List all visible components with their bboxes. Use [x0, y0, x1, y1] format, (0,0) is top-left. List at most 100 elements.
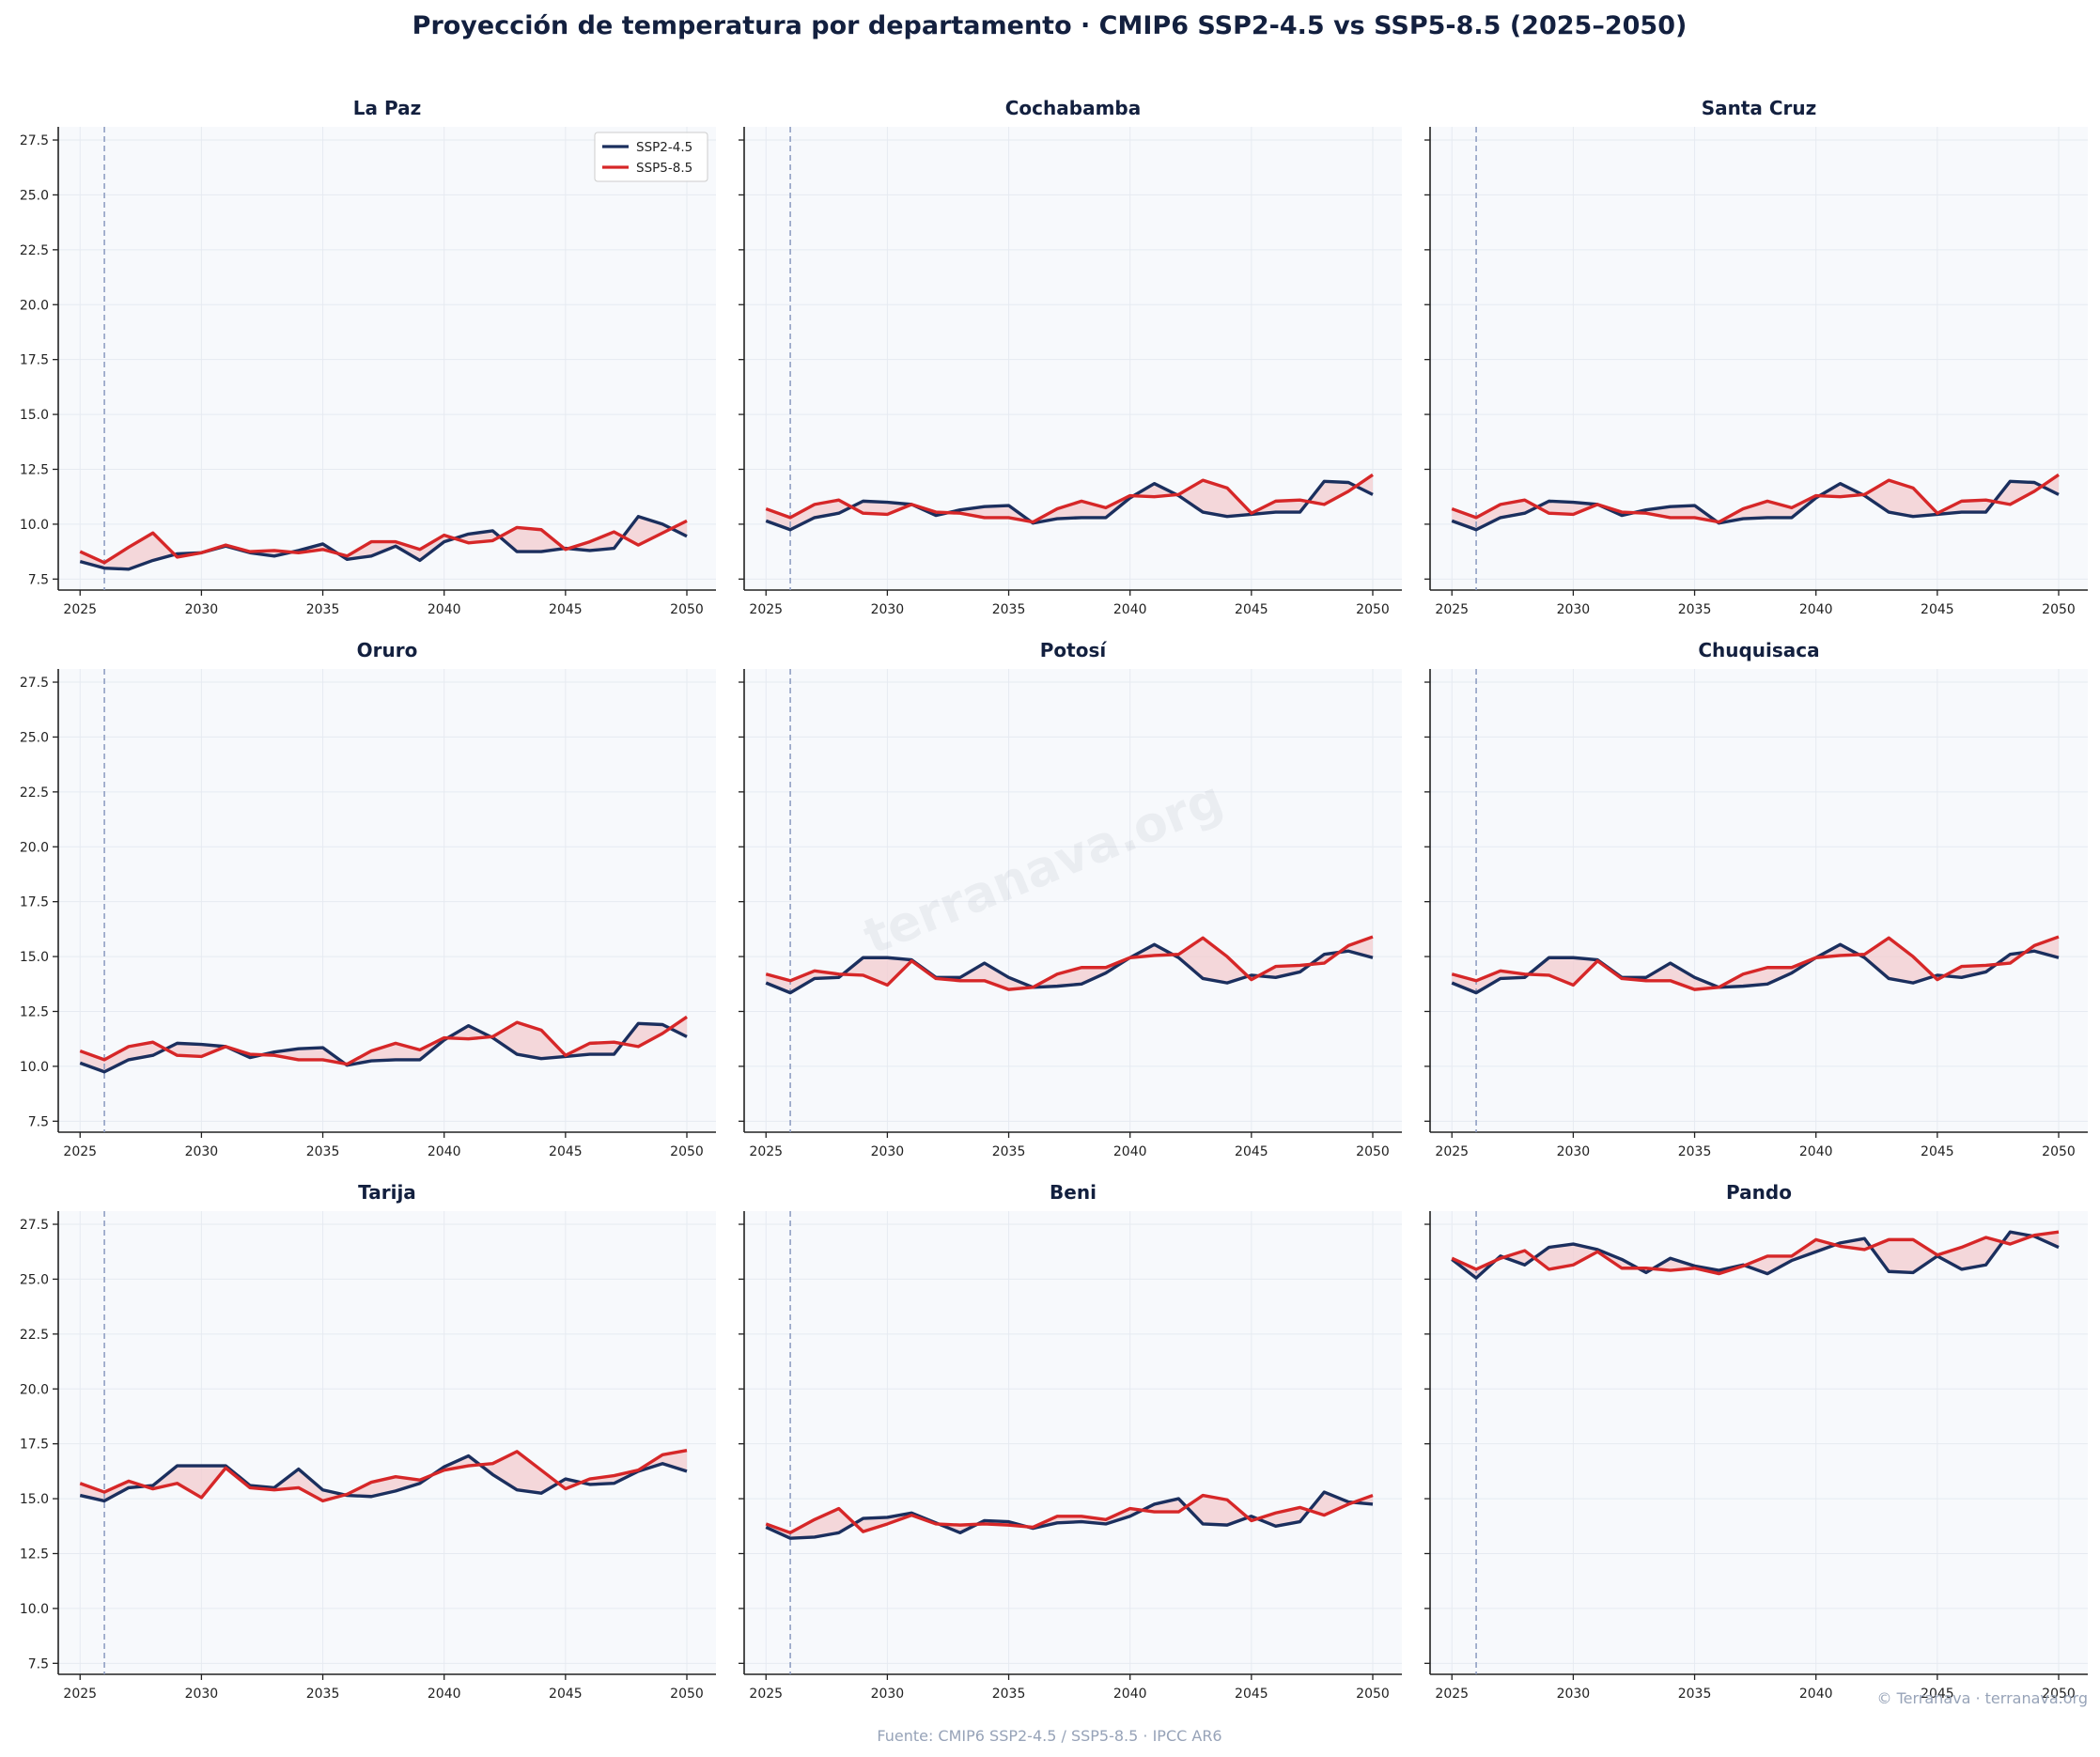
panel-background [1430, 127, 2088, 590]
series-line-ssp5-8-5 [765, 1493, 1374, 1535]
x-tick-label: 2030 [185, 602, 219, 617]
y-tick-label: 7.5 [28, 1656, 49, 1671]
y-tick-label: 7.5 [28, 1114, 49, 1129]
panel-title: Chuquisaca [1698, 639, 1819, 661]
panel-background [744, 127, 1402, 590]
y-tick-label: 17.5 [20, 895, 49, 910]
x-tick-label: 2045 [549, 602, 583, 617]
scenario-gap-fill [1452, 937, 2059, 993]
x-tick-label: 2045 [1235, 1144, 1268, 1159]
series-line-ssp2-4-5 [79, 1021, 688, 1074]
series-line-ssp5-8-5 [79, 1015, 688, 1066]
x-tick-label: 2035 [992, 602, 1026, 617]
x-tick-label: 2050 [1356, 1687, 1390, 1702]
panel-santa-cruz: 2025 2030 2035 2040 2045 2050 Santa Cruz [1424, 97, 2088, 617]
x-tick-label: 2040 [1799, 602, 1833, 617]
x-tick-label: 2025 [1435, 602, 1469, 617]
series-line-ssp5-8-5 [1451, 935, 2060, 991]
x-tick-label: 2030 [185, 1687, 219, 1702]
y-tick-label: 17.5 [20, 353, 49, 368]
source-footer: Fuente: CMIP6 SSP2-4.5 / SSP5-8.5 · IPCC… [877, 1727, 1221, 1745]
series-line-ssp2-4-5 [765, 1490, 1374, 1540]
x-tick-label: 2050 [1356, 602, 1390, 617]
x-tick-label: 2025 [749, 602, 783, 617]
y-tick-label: 20.0 [20, 298, 49, 313]
x-tick-label: 2050 [1356, 1144, 1390, 1159]
series-line-ssp2-4-5 [1451, 942, 2060, 995]
scenario-gap-fill [766, 474, 1373, 530]
x-tick-label: 2040 [1113, 1687, 1147, 1702]
x-tick-label: 2040 [428, 1687, 461, 1702]
y-tick-label: 25.0 [20, 188, 49, 203]
x-tick-label: 2050 [2042, 602, 2076, 617]
x-tick-label: 2050 [2042, 1144, 2076, 1159]
x-tick-label: 2045 [549, 1144, 583, 1159]
y-tick-label: 15.0 [20, 408, 49, 423]
series-line-ssp2-4-5 [765, 942, 1374, 995]
panel-background [744, 669, 1402, 1132]
panel-title: Oruro [357, 639, 418, 661]
y-tick-label: 10.0 [20, 1060, 49, 1075]
panel-background [58, 127, 716, 590]
series-line-ssp2-4-5 [1451, 1230, 2060, 1280]
x-tick-label: 2040 [1799, 1687, 1833, 1702]
legend-box [594, 132, 708, 182]
y-tick-label: 22.5 [20, 1328, 49, 1343]
x-tick-label: 2035 [306, 602, 340, 617]
legend-label: SSP5-8.5 [636, 161, 692, 176]
scenario-gap-fill [80, 1017, 687, 1072]
panel-background [58, 1211, 716, 1674]
x-tick-label: 2050 [670, 602, 704, 617]
x-tick-label: 2035 [1678, 1687, 1712, 1702]
x-tick-label: 2025 [1435, 1144, 1469, 1159]
panel-potosi: 2025 2030 2035 2040 2045 2050 Potosí [739, 639, 1402, 1159]
y-tick-label: 12.5 [20, 1004, 49, 1019]
x-tick-label: 2040 [428, 1144, 461, 1159]
credit-text: © Terranava · terranava.org [1877, 1689, 2088, 1707]
x-tick-label: 2045 [549, 1687, 583, 1702]
panel-oruro: 7.5 10.0 12.5 15.0 17.5 20.0 22.5 25.0 27.5 2025 2… [20, 639, 716, 1159]
x-tick-label: 2025 [1435, 1687, 1469, 1702]
x-tick-label: 2025 [63, 1144, 97, 1159]
x-tick-label: 2035 [306, 1687, 340, 1702]
x-tick-label: 2045 [1235, 602, 1268, 617]
x-tick-label: 2050 [670, 1687, 704, 1702]
panel-background [1430, 669, 2088, 1132]
x-tick-label: 2040 [1113, 1144, 1147, 1159]
x-tick-label: 2035 [1678, 1144, 1712, 1159]
panel-title: La Paz [353, 97, 421, 119]
panel-chuquisaca: 2025 2030 2035 2040 2045 2050 Chuquisaca [1424, 639, 2088, 1159]
x-tick-label: 2030 [871, 1144, 905, 1159]
x-tick-label: 2035 [992, 1144, 1026, 1159]
y-tick-label: 7.5 [28, 572, 49, 587]
panel-title: Tarija [358, 1181, 416, 1204]
x-tick-label: 2045 [1921, 1687, 1954, 1702]
panel-title: Beni [1050, 1181, 1097, 1204]
series-line-ssp2-4-5 [1451, 479, 2060, 532]
x-tick-label: 2030 [1557, 1144, 1591, 1159]
scenario-gap-fill [1452, 474, 2059, 530]
series-line-ssp2-4-5 [765, 479, 1374, 532]
panel-title: Potosí [1040, 639, 1108, 661]
y-tick-label: 27.5 [20, 676, 49, 691]
x-tick-label: 2035 [992, 1687, 1026, 1702]
x-tick-label: 2050 [2042, 1687, 2076, 1702]
scenario-gap-fill [766, 1492, 1373, 1539]
series-line-ssp5-8-5 [79, 1449, 688, 1503]
x-tick-label: 2045 [1235, 1687, 1268, 1702]
panel-pando: 2025 2030 2035 2040 2045 2050 Pando [1424, 1181, 2088, 1702]
panel-grid: 7.5 10.0 12.5 15.0 17.5 20.0 22.5 25.0 27.5 2025 2… [20, 97, 2088, 1702]
panel-cochabamba: 2025 2030 2035 2040 2045 2050 Cochabamba [739, 97, 1402, 617]
x-tick-label: 2030 [185, 1144, 219, 1159]
x-tick-label: 2050 [670, 1144, 704, 1159]
panel-title: Cochabamba [1005, 97, 1141, 119]
panel-title: Santa Cruz [1702, 97, 1817, 119]
x-tick-label: 2040 [1799, 1144, 1833, 1159]
y-tick-label: 20.0 [20, 1382, 49, 1397]
panel-background [58, 669, 716, 1132]
x-tick-label: 2030 [871, 1687, 905, 1702]
x-tick-label: 2025 [63, 1687, 97, 1702]
figure-title: Proyección de temperatura por departamen… [412, 11, 1688, 40]
y-tick-label: 12.5 [20, 1547, 49, 1562]
